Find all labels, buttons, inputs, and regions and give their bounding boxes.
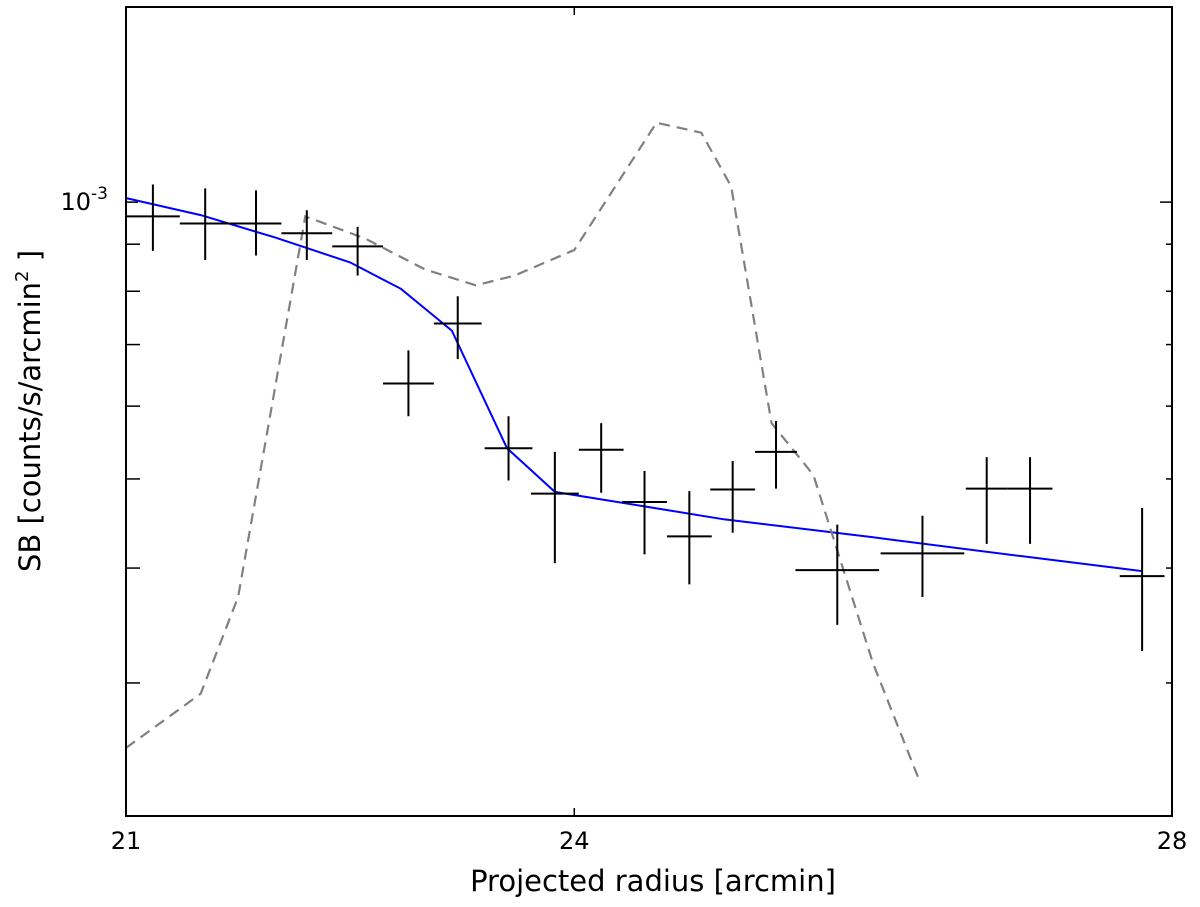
x-tick-label: 24 <box>559 827 590 855</box>
y-axis-label: SB [counts/s/arcmin2 ] <box>12 250 47 572</box>
data-point-12 <box>666 491 712 585</box>
reference-dashed-line <box>125 121 920 778</box>
data-point-11 <box>622 471 667 555</box>
model-line <box>125 197 1143 573</box>
data-point-6 <box>383 350 434 417</box>
y-tick-label-1e-3: 10-3 <box>61 184 109 216</box>
data-point-9 <box>530 451 579 564</box>
plot-frame <box>125 6 1173 817</box>
data-point-16 <box>880 515 965 598</box>
data-point-1 <box>126 184 180 251</box>
data-point-5 <box>332 226 384 276</box>
data-point-4 <box>281 210 333 261</box>
x-tick-label: 28 <box>1157 827 1188 855</box>
x-tick-label: 21 <box>111 827 142 855</box>
data-point-17 <box>965 457 1008 544</box>
data-point-14 <box>755 421 797 489</box>
data-point-2 <box>179 188 231 261</box>
axis-ticks: 21 24 28 <box>111 7 1188 855</box>
data-point-7 <box>433 296 482 360</box>
data-point-13 <box>710 460 756 533</box>
x-axis-label: Projected radius [arcmin] <box>470 864 836 898</box>
plot-area <box>125 121 1165 778</box>
data-point-3 <box>230 190 282 256</box>
data-point-19 <box>1119 507 1165 651</box>
data-point-8 <box>484 416 533 481</box>
data-point-18 <box>1007 457 1053 544</box>
data-point-10 <box>578 423 624 493</box>
data-point-15 <box>795 524 880 625</box>
